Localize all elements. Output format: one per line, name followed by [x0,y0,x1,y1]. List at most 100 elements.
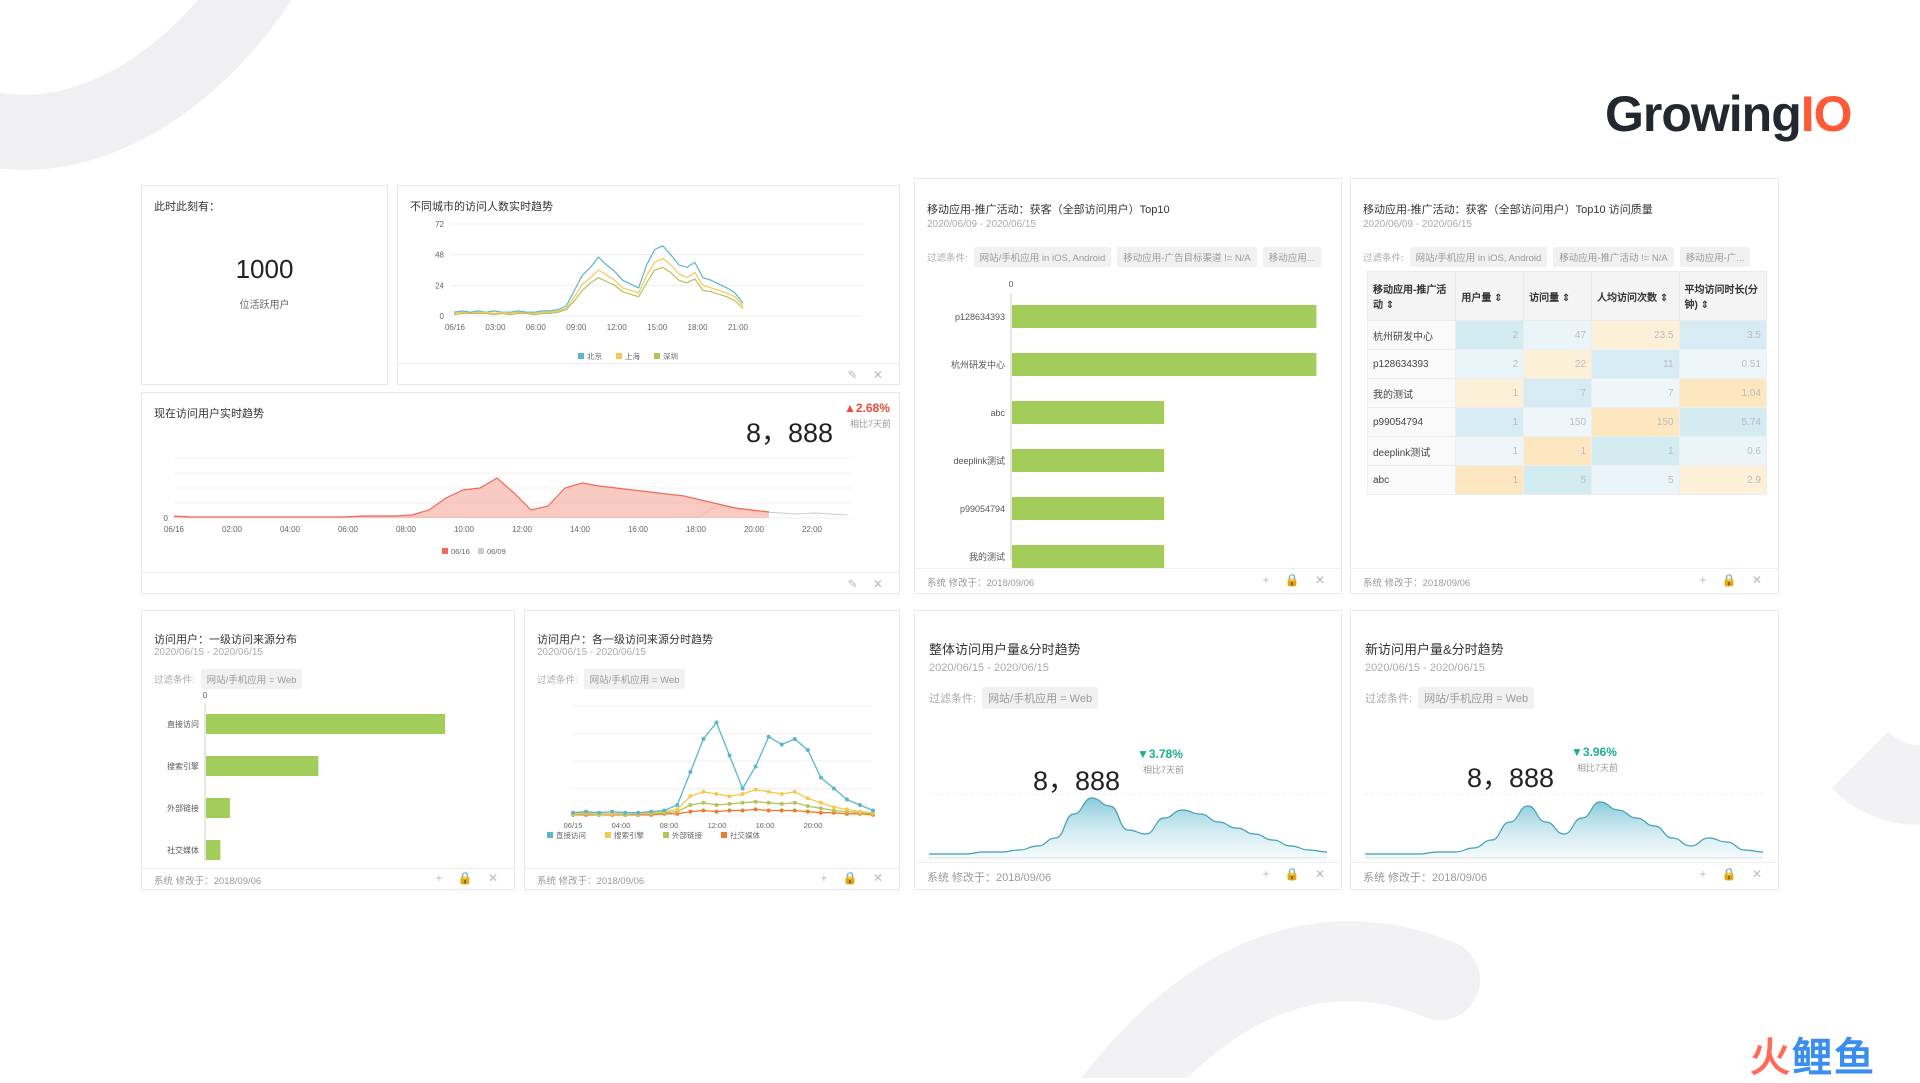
row-name-cell: p128634393 [1366,349,1457,379]
add-lock-close-icons[interactable]: + 🔒 ✕ [1262,867,1331,881]
realtime-trend-card: 现在访问用户实时趋势 8，888 ▲2.68% 相比7天前 0 06/16 02:0… [141,392,900,594]
x-tick-label: 18:00 [686,525,707,534]
filter-chip[interactable]: 网站/手机应用 in iOS, Android [1409,247,1548,267]
column-header[interactable]: 移动应用-推广活动 ⇕ [1366,271,1457,321]
bar [1012,401,1165,424]
x-tick-label: 08:00 [396,525,417,534]
legend-label: 社交媒体 [730,830,760,840]
data-point [675,807,680,812]
edit-close-icons[interactable]: ✎ ✕ [847,577,889,591]
card-title: 新访问用户量&分时趋势 [1365,642,1504,657]
table-cell: 5 [1523,465,1593,495]
source-trend-card: 访问用户：各一级访问来源分时趋势 2020/06/15 - 2020/06/15… [524,610,900,890]
data-point [805,748,810,752]
x-tick-label: 12:00 [607,323,628,332]
filter-label: 过滤条件: [1365,693,1413,705]
table-row[interactable]: deeplink测试 1 1 1 0.6 [1366,436,1767,466]
table-row[interactable]: 杭州研发中心 2 47 23.5 3.5 [1366,320,1767,350]
table-cell: 2 [1455,320,1525,350]
filter-chip[interactable]: 网站/手机应用 = Web [982,687,1099,709]
add-lock-close-icons[interactable]: + 🔒 ✕ [1262,573,1331,587]
x-tick-label: 06/16 [445,323,466,332]
filter-chip[interactable]: 移动应用-广... [1679,247,1751,267]
filter-chip[interactable]: 网站/手机应用 = Web [583,669,686,689]
y-tick-label: 24 [435,281,444,290]
add-lock-close-icons[interactable]: + 🔒 ✕ [435,871,504,885]
data-point [792,808,797,813]
x-tick-label: 20:00 [804,821,823,830]
filter-chip[interactable]: 网站/手机应用 in iOS, Android [973,247,1112,267]
add-lock-close-icons[interactable]: + 🔒 ✕ [1699,867,1768,881]
x-tick-label: 04:00 [612,821,631,830]
table-cell: 7 [1523,378,1593,408]
table-row[interactable]: abc 1 5 5 2.9 [1366,465,1767,495]
x-tick-label: 12:00 [512,525,533,534]
data-point [636,810,641,815]
table-cell: 150 [1591,407,1680,437]
active-users-value: 1000 [235,254,294,284]
legend-label: 搜索引擎 [614,830,644,840]
source-trend-chart: 06/15 04:00 08:00 12:00 16:00 20:00 直接访问 搜索引擎 外部… [547,705,875,840]
table-cell: 11 [1591,349,1680,379]
data-point [740,786,745,791]
table-row[interactable]: p128634393 2 22 11 0.51 [1366,349,1767,379]
table-cell: 7 [1591,378,1680,408]
column-header[interactable]: 用户量 ⇕ [1455,271,1525,321]
table-cell: 2 [1455,349,1525,379]
series-line [929,797,1328,855]
filter-chip[interactable]: 移动应用... [1262,247,1321,267]
column-header[interactable]: 访问量 ⇕ [1523,271,1593,321]
new-compare: 相比7天前 [1577,763,1619,773]
realtime-delta: ▲2.68% [844,401,890,415]
filter-chip[interactable]: 网站/手机应用 = Web [1418,687,1535,709]
modified-text: 系统 修改于：2018/09/06 [927,872,1052,884]
x-tick-label: 14:00 [570,525,591,534]
filter-chip[interactable]: 移动应用-广告目标渠道 != N/A [1117,247,1257,267]
top10-bar-chart: 0 p128634393 杭州研发中心 abc deeplink测试 p99054794 我… [951,279,1317,568]
data-point [857,803,862,807]
bar [1012,497,1165,520]
quality-table: 移动应用-推广活动 ⇕ 用户量 ⇕ 访问量 ⇕ 人均访问次数 ⇕ 平均访问时长(… [1366,271,1767,495]
modified-text: 系统 修改于：2018/09/06 [927,578,1035,589]
series-line [572,788,874,815]
table-cell: 0.6 [1678,436,1767,466]
table-cell: 5.74 [1678,407,1767,437]
row-name-cell: 我的测试 [1366,378,1457,408]
data-point [779,801,784,806]
data-point [805,796,810,801]
watermark-logo: 火鲤鱼 [1750,1036,1876,1080]
column-header[interactable]: 人均访问次数 ⇕ [1591,271,1680,321]
x-tick-label: 06/16 [164,525,185,534]
data-point [753,807,758,812]
x-tick-label: 06/15 [564,821,583,830]
data-point [701,789,706,794]
add-lock-close-icons[interactable]: + 🔒 ✕ [1699,573,1768,587]
legend-label: 外部链接 [672,830,702,840]
new-users-card: 新访问用户量&分时趋势 2020/06/15 - 2020/06/15 过滤条件… [1350,610,1779,890]
legend-label: 06/09 [487,547,506,556]
data-point [740,792,745,796]
data-point [792,800,797,805]
table-row[interactable]: p99054794 1 150 150 5.74 [1366,407,1767,437]
data-point [779,792,784,796]
data-point [675,803,680,807]
total-users-card: 整体访问用户量&分时趋势 2020/06/15 - 2020/06/15 过滤条… [914,610,1342,890]
data-point [871,808,875,813]
new-delta: ▼3.96% [1571,745,1617,759]
table-row[interactable]: 我的测试 1 7 7 1.04 [1366,378,1767,408]
add-lock-close-icons[interactable]: + 🔒 ✕ [820,871,889,885]
x-tick-label: 16:00 [628,525,649,534]
bar [1012,449,1165,472]
series-area [929,798,1327,858]
filter-chip[interactable]: 移动应用-推广活动 != N/A [1553,247,1674,267]
column-header[interactable]: 平均访问时长(分钟) ⇕ [1678,271,1767,321]
filter-chip[interactable]: 网站/手机应用 = Web [200,669,303,689]
data-point [649,809,654,814]
data-point [727,794,732,799]
legend-label: 06/16 [451,547,470,556]
data-point [818,775,823,780]
edit-close-icons[interactable]: ✎ ✕ [847,368,889,382]
data-point [688,809,693,814]
x-tick-label: 16:00 [756,821,775,830]
modified-text: 系统 修改于：2018/09/06 [154,876,262,887]
